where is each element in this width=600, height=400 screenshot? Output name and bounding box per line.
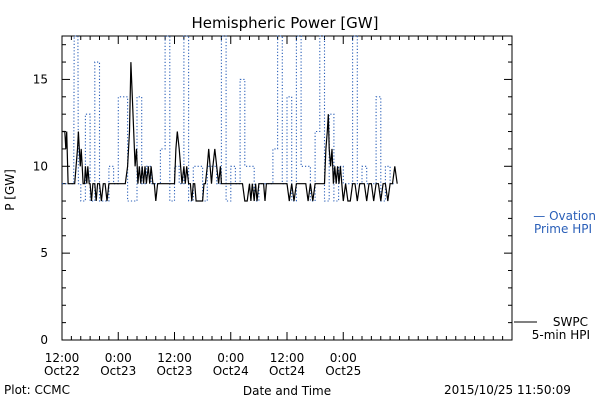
x-tick-label-time: 0:00 xyxy=(105,351,132,365)
legend-swpc-line2: 5-min HPI xyxy=(532,328,590,342)
x-tick-label-date: Oct25 xyxy=(325,364,361,378)
x-tick-label-date: Oct24 xyxy=(269,364,305,378)
legend-ovation-line1: — Ovation xyxy=(533,209,596,223)
y-axis: 0 5 10 15 xyxy=(33,44,512,347)
plot-credit: Plot: CCMC xyxy=(4,383,70,397)
legend-ovation-symbol: — xyxy=(533,209,549,223)
x-axis-label: Date and Time xyxy=(243,384,331,398)
y-tick-label: 15 xyxy=(33,72,48,86)
x-tick-label-date: Oct22 xyxy=(44,364,80,378)
x-tick-label-date: Oct23 xyxy=(100,364,136,378)
y-tick-label: 0 xyxy=(40,333,48,347)
series-line-ovation xyxy=(62,35,395,202)
x-tick-label-date: Oct23 xyxy=(156,364,192,378)
legend-ovation-line2: Prime HPI xyxy=(534,222,592,236)
plot-timestamp: 2015/10/25 11:50:09 xyxy=(444,383,571,397)
x-tick-label-time: 0:00 xyxy=(217,351,244,365)
chart-title: Hemispheric Power [GW] xyxy=(192,14,379,32)
y-tick-label: 5 xyxy=(40,246,48,260)
legend-ovation: — Ovation Prime HPI xyxy=(533,209,596,236)
legend-swpc: SWPC 5-min HPI xyxy=(514,315,590,342)
y-axis-label: P [GW] xyxy=(3,169,17,211)
x-axis: 12:00Oct220:00Oct2312:00Oct230:00Oct2412… xyxy=(44,36,513,378)
x-tick-label-time: 12:00 xyxy=(157,351,192,365)
x-tick-label-time: 12:00 xyxy=(270,351,305,365)
series-line-swpc xyxy=(62,62,398,202)
legend-ovation-name-1: Ovation xyxy=(549,209,596,223)
y-tick-label: 10 xyxy=(33,159,48,173)
series-layer xyxy=(62,35,398,202)
x-tick-label-time: 12:00 xyxy=(45,351,80,365)
x-tick-label-date: Oct24 xyxy=(213,364,249,378)
x-tick-label-time: 0:00 xyxy=(330,351,357,365)
legend-swpc-line1: SWPC xyxy=(553,315,588,329)
